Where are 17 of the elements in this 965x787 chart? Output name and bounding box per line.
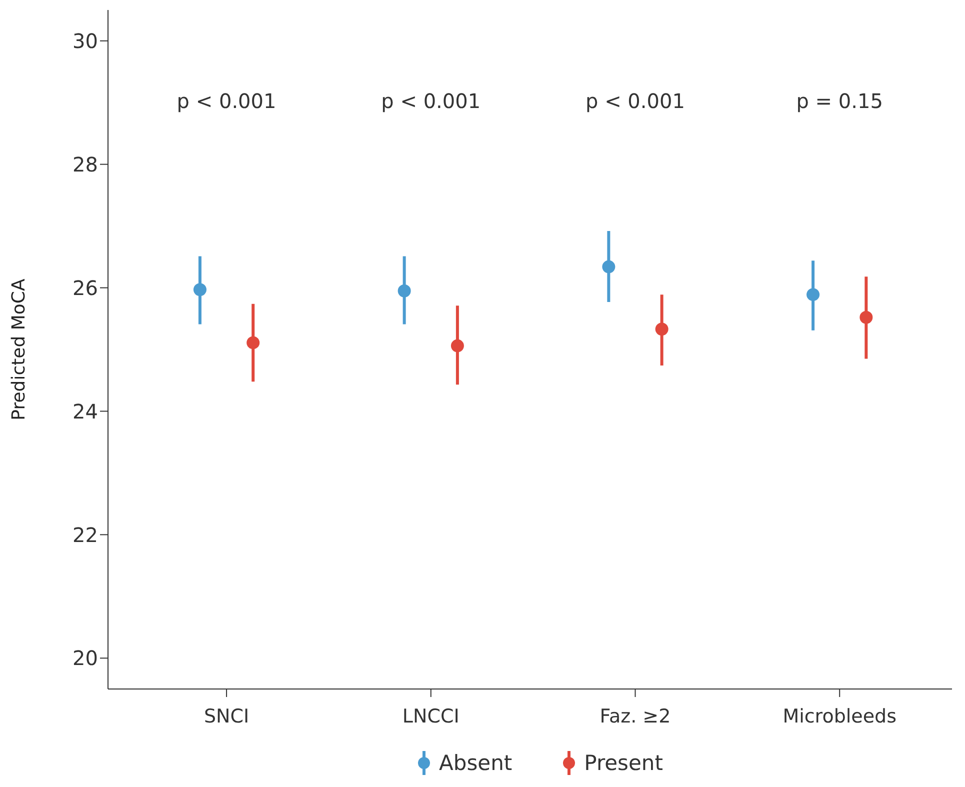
x-tick-label: Microbleeds [782,705,897,728]
legend-label: Absent [439,751,512,775]
y-tick-label: 22 [72,522,98,547]
y-tick-label: 26 [72,276,98,300]
x-tick-label: SNCI [204,705,250,728]
annotation: p < 0.001 [381,89,481,114]
x-tick-label: Faz. ≥2 [600,705,671,728]
y-tick-label: 24 [72,399,98,424]
x-tick-label: LNCCI [402,705,460,728]
annotation: p < 0.001 [176,89,276,114]
y-axis-title: Predicted MoCA [8,278,30,420]
y-tick-label: 30 [72,28,98,53]
y-tick-label: 20 [72,646,98,670]
y-tick-label: 28 [72,152,98,176]
annotation: p < 0.001 [586,89,685,114]
legend-label: Present [584,751,663,775]
annotation: p = 0.15 [796,89,883,114]
